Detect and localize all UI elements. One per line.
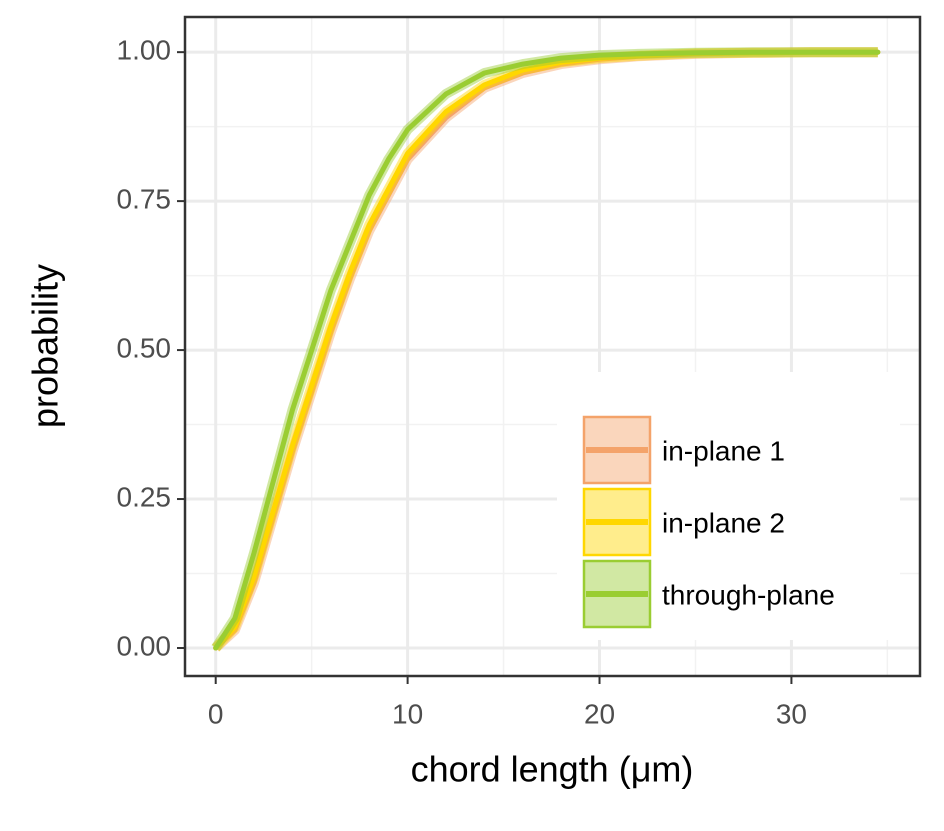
x-tick-label: 20 xyxy=(584,698,615,729)
series-line xyxy=(213,49,881,651)
y-tick-label: 1.00 xyxy=(117,35,172,66)
y-tick-label: 0.50 xyxy=(117,332,172,363)
plot-border xyxy=(183,15,922,678)
y-axis-title: probability xyxy=(25,264,66,428)
x-tick-label: 30 xyxy=(776,698,807,729)
x-axis-title: chord length (μm) xyxy=(411,749,694,790)
y-tick-label: 0.75 xyxy=(117,184,172,215)
y-tick-label: 0.25 xyxy=(117,481,172,512)
legend: in-plane 1 in-plane 2 through-plane xyxy=(557,372,900,640)
x-tick-label: 10 xyxy=(392,698,423,729)
x-tick-label: 0 xyxy=(208,698,224,729)
y-tick-label: 0.00 xyxy=(117,630,172,661)
legend-label: in-plane 1 xyxy=(662,435,785,466)
legend-label: through-plane xyxy=(662,579,835,610)
legend-label: in-plane 2 xyxy=(662,507,785,538)
